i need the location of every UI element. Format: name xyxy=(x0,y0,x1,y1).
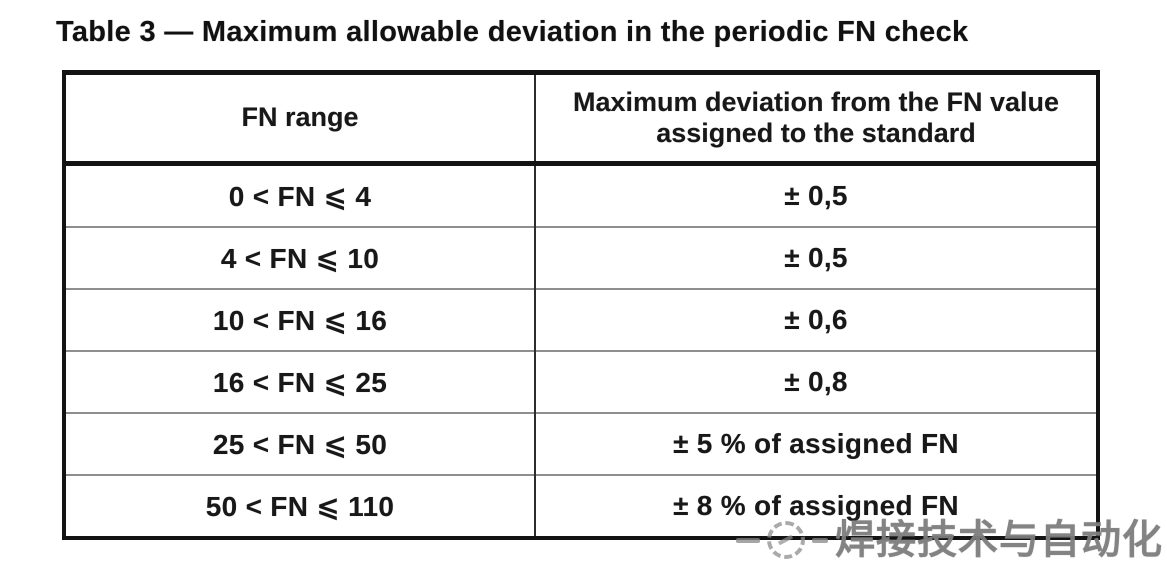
watermark-text: 焊接技术与自动化 xyxy=(835,518,1163,562)
deviation-cell: ± 0,5 xyxy=(784,180,848,211)
fn-deviation-table: FN range Maximum deviation from the FN v… xyxy=(62,70,1100,540)
fn-range-cell: 16 < FN ⩽ 25 xyxy=(64,350,536,413)
fn-range-cell: 4 < FN ⩽ 10 xyxy=(64,226,536,289)
deviation-cell: ± 0,6 xyxy=(535,288,1098,351)
deviation-cell: ± 0,8 xyxy=(535,350,1098,413)
table-row: 4 < FN ⩽ 10 ± 0,5 xyxy=(64,226,1098,289)
header-row: FN range Maximum deviation from the FN v… xyxy=(64,72,1098,166)
deviation-cell: ± 0,5 xyxy=(535,226,1098,289)
fn-range-cell: 25 < FN ⩽ 50 xyxy=(64,412,536,475)
table-row: 10 < FN ⩽ 16 ± 0,6 xyxy=(64,288,1098,351)
watermark-logo-icon xyxy=(767,521,805,559)
table-caption: Table 3 — Maximum allowable deviation in… xyxy=(56,16,969,48)
column-header-max-deviation-label: Maximum deviation from the FN value assi… xyxy=(572,86,1060,148)
table-row: 50 < FN ⩽ 110 ± 8 % of assigned FN xyxy=(64,474,1098,538)
watermark: 焊接技术与自动化 xyxy=(736,520,1163,560)
fn-range-cell: 50 < FN ⩽ 110 xyxy=(64,474,536,538)
watermark-dash xyxy=(812,537,828,543)
column-header-fn-range-label: FN range xyxy=(241,102,359,133)
column-header-max-deviation: Maximum deviation from the FN value assi… xyxy=(535,72,1098,166)
column-header-fn-range: FN range xyxy=(64,72,536,166)
table-row: 25 < FN ⩽ 50 ± 5 % of assigned FN xyxy=(64,412,1098,475)
table-row: 0 < FN ⩽ 4 ± 0,5 xyxy=(64,163,1098,227)
table-row: 16 < FN ⩽ 25 ± 0,8 xyxy=(64,350,1098,413)
watermark-dash xyxy=(736,537,760,543)
deviation-cell: ± 5 % of assigned FN xyxy=(535,412,1098,475)
fn-range-cell: 0 < FN ⩽ 4 xyxy=(64,163,536,227)
deviation-cell: ± 8 % of assigned FN xyxy=(535,474,1098,538)
fn-range-cell: 10 < FN ⩽ 16 xyxy=(64,288,536,351)
